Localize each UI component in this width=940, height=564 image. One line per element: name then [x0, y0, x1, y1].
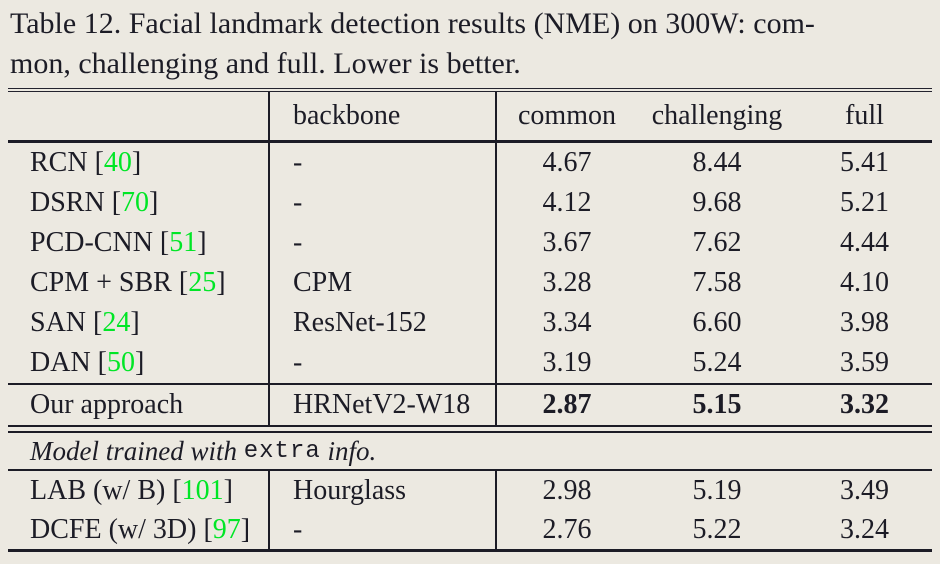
top-rule	[8, 88, 932, 92]
common-cell: 3.19	[542, 347, 592, 378]
table-row: DSRN [70] - 4.12 9.68 5.21	[8, 183, 932, 223]
header-backbone: backbone	[270, 92, 497, 143]
header-method	[8, 92, 270, 143]
citation[interactable]: 24	[102, 307, 131, 338]
note-suffix: info.	[320, 435, 377, 466]
header-common: common	[497, 92, 637, 143]
challenging-cell: 7.58	[692, 267, 742, 298]
backbone-cell: Hourglass	[270, 471, 497, 510]
full-cell: 3.59	[840, 347, 889, 378]
caption-line-2: mon, challenging and full. Lower is bett…	[10, 47, 521, 80]
common-cell: 2.76	[542, 513, 592, 545]
backbone-cell: -	[270, 143, 497, 183]
bottom-rule	[8, 549, 932, 552]
our-approach-row: Our approach HRNetV2-W18 2.87 5.15 3.32	[8, 383, 932, 425]
method-cell: PCD-CNN [51]	[8, 223, 270, 263]
note-mono-extra: extra	[243, 437, 321, 465]
method-cell: DCFE (w/ 3D) [97]	[8, 510, 270, 549]
table-row: PCD-CNN [51] - 3.67 7.62 4.44	[8, 223, 932, 263]
header-full: full	[797, 92, 932, 143]
table-row: DCFE (w/ 3D) [97] - 2.76 5.22 3.24	[8, 510, 932, 549]
backbone-cell: HRNetV2-W18	[270, 385, 497, 425]
full-cell: 3.98	[840, 307, 889, 338]
full-cell: 5.41	[840, 147, 889, 178]
full-cell: 3.49	[840, 474, 889, 506]
citation[interactable]: 40	[103, 147, 132, 178]
challenging-cell: 8.44	[692, 147, 742, 178]
challenging-cell: 5.19	[692, 474, 742, 506]
note-row: Model trained with extra info.	[8, 433, 932, 471]
challenging-cell: 9.68	[692, 187, 742, 218]
challenging-cell: 5.22	[692, 513, 742, 545]
full-cell: 5.21	[840, 187, 889, 218]
method-cell: LAB (w/ B) [101]	[8, 471, 270, 510]
table-row: LAB (w/ B) [101] Hourglass 2.98 5.19 3.4…	[8, 471, 932, 510]
common-cell: 3.28	[542, 267, 592, 298]
full-cell: 3.32	[840, 389, 889, 420]
full-cell: 3.24	[840, 513, 889, 545]
citation[interactable]: 25	[188, 267, 217, 298]
challenging-cell: 5.24	[692, 347, 742, 378]
table-row: RCN [40] - 4.67 8.44 5.41	[8, 143, 932, 183]
common-cell: 3.34	[542, 307, 592, 338]
table-row: DAN [50] - 3.19 5.24 3.59	[8, 343, 932, 383]
common-cell: 4.67	[542, 147, 592, 178]
caption-line-1: Table 12. Facial landmark detection resu…	[10, 7, 815, 40]
table-caption: Table 12. Facial landmark detection resu…	[10, 4, 934, 84]
backbone-cell: -	[270, 343, 497, 383]
method-cell: DAN [50]	[8, 343, 270, 383]
backbone-cell: -	[270, 510, 497, 549]
citation[interactable]: 51	[169, 227, 198, 258]
citation[interactable]: 97	[212, 513, 241, 545]
results-table: backbone common challenging full RCN [40…	[8, 88, 932, 552]
backbone-cell: ResNet-152	[270, 303, 497, 343]
full-cell: 4.10	[840, 267, 889, 298]
method-cell: DSRN [70]	[8, 183, 270, 223]
challenging-cell: 6.60	[692, 307, 742, 338]
challenging-cell: 5.15	[692, 389, 742, 420]
header-challenging: challenging	[637, 92, 797, 143]
table-row: SAN [24] ResNet-152 3.34 6.60 3.98	[8, 303, 932, 343]
common-cell: 3.67	[542, 227, 592, 258]
common-cell: 2.87	[542, 389, 592, 420]
backbone-cell: CPM	[270, 263, 497, 303]
citation[interactable]: 101	[181, 474, 224, 506]
common-cell: 4.12	[542, 187, 592, 218]
double-rule	[8, 425, 932, 433]
backbone-cell: -	[270, 223, 497, 263]
note-prefix: Model trained with	[30, 435, 244, 466]
method-cell: RCN [40]	[8, 143, 270, 183]
method-cell: SAN [24]	[8, 303, 270, 343]
method-cell: CPM + SBR [25]	[8, 263, 270, 303]
citation[interactable]: 70	[121, 187, 150, 218]
method-cell: Our approach	[8, 385, 270, 425]
backbone-cell: -	[270, 183, 497, 223]
header-row: backbone common challenging full	[8, 92, 932, 143]
challenging-cell: 7.62	[692, 227, 742, 258]
citation[interactable]: 50	[107, 347, 135, 378]
common-cell: 2.98	[542, 474, 592, 506]
full-cell: 4.44	[840, 227, 889, 258]
table-row: CPM + SBR [25] CPM 3.28 7.58 4.10	[8, 263, 932, 303]
